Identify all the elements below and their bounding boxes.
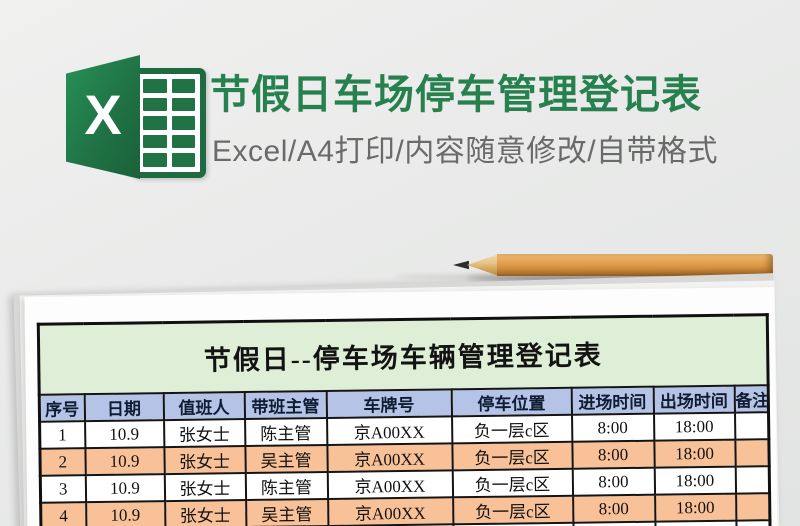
- table-body: 节假日--停车场车辆管理登记表 序号 日期 值班人 带班主管 车牌号 停车位置 进场时间 出场…: [38, 314, 771, 526]
- table-cell: 京A00XX: [327, 470, 453, 499]
- table-cell: 18:00: [654, 466, 736, 495]
- table-cell: 3: [40, 475, 86, 503]
- paper-stack: 节假日--停车场车辆管理登记表 序号 日期 值班人 带班主管 车牌号 停车位置 进场时间 出场…: [13, 273, 781, 526]
- excel-x-letter: X: [84, 83, 122, 146]
- table-cell: 18:00: [653, 412, 735, 441]
- column-header: 停车位置: [451, 387, 572, 417]
- table-cell: 18:00: [654, 520, 737, 526]
- table-cell: 8:00: [571, 440, 655, 469]
- table-cell: 陈主管: [244, 417, 327, 447]
- excel-cover-icon: X: [66, 55, 140, 179]
- table-cell: [735, 493, 770, 521]
- table-cell: 张女士: [164, 473, 246, 502]
- table-cell: 8:00: [572, 494, 655, 523]
- pencil-body: [497, 254, 773, 276]
- table-cell: 京A00XX: [326, 443, 453, 472]
- column-header: 带班主管: [244, 390, 327, 420]
- pencil-shadow-far: [393, 275, 593, 278]
- table-cell: 负一层c区: [451, 441, 573, 471]
- registration-table: 节假日--停车场车辆管理登记表 序号 日期 值班人 带班主管 车牌号 停车位置 进场时间 出场…: [36, 313, 772, 526]
- table-cell: 10.9: [85, 474, 165, 503]
- paper-sheet-front: 节假日--停车场车辆管理登记表 序号 日期 值班人 带班主管 车牌号 停车位置 进场时间 出场…: [24, 287, 778, 526]
- table-cell: 8:00: [572, 467, 655, 496]
- table-cell: 陈主管: [245, 471, 328, 501]
- table-title: 节假日--停车场车辆管理登记表: [38, 314, 769, 395]
- table-cell: [735, 520, 771, 526]
- excel-spreadsheet-icon: [132, 68, 206, 178]
- column-header: 序号: [39, 394, 85, 422]
- table-cell: 8:00: [571, 413, 654, 442]
- page-subtitle: Excel/A4打印/内容随意修改/自带格式: [212, 135, 719, 168]
- table-cell: 18:00: [653, 439, 736, 468]
- hero-banner: X 节假日车场停车管理登记表 Excel/A4打印/内容随意修改/自带格式: [0, 0, 800, 230]
- column-header: 进场时间: [571, 386, 654, 415]
- excel-logo-icon: X: [60, 55, 206, 179]
- table-cell: 18:00: [654, 493, 736, 522]
- column-header: 备注: [734, 385, 769, 413]
- table-cell: 张女士: [163, 446, 246, 475]
- pencil-tip-icon: [453, 260, 469, 270]
- table-cell: 负一层c区: [452, 495, 573, 525]
- column-header: 出场时间: [653, 385, 735, 414]
- table-cell: 负一层c区: [452, 468, 573, 498]
- table-cell: 1: [39, 421, 85, 449]
- table-cell: 张女士: [164, 500, 246, 526]
- table-cell: 张女士: [163, 419, 245, 448]
- column-header: 值班人: [163, 392, 245, 421]
- table-cell: 8:00: [572, 521, 656, 526]
- table-cell: 京A00XX: [326, 416, 452, 445]
- table-cell: 负一层c区: [451, 414, 572, 444]
- table-cell: 4: [40, 502, 86, 526]
- column-header: 车牌号: [326, 389, 452, 418]
- table-cell: 10.9: [84, 420, 164, 449]
- pencil-wood-cone: [467, 254, 499, 276]
- table-cell: 10.9: [85, 501, 165, 526]
- column-header: 日期: [84, 393, 164, 422]
- table-cell: 2: [39, 448, 86, 476]
- table-cell: 10.9: [84, 447, 165, 476]
- table-cell: [734, 412, 769, 440]
- table-cell: 吴主管: [244, 444, 328, 474]
- table-title-row: 节假日--停车场车辆管理登记表: [38, 314, 769, 395]
- table-cell: 京A00XX: [327, 497, 453, 526]
- page-title: 节假日车场停车管理登记表: [210, 73, 702, 117]
- table-cell: 吴主管: [245, 498, 328, 526]
- table-cell: [735, 466, 770, 494]
- table-cell: [734, 439, 770, 467]
